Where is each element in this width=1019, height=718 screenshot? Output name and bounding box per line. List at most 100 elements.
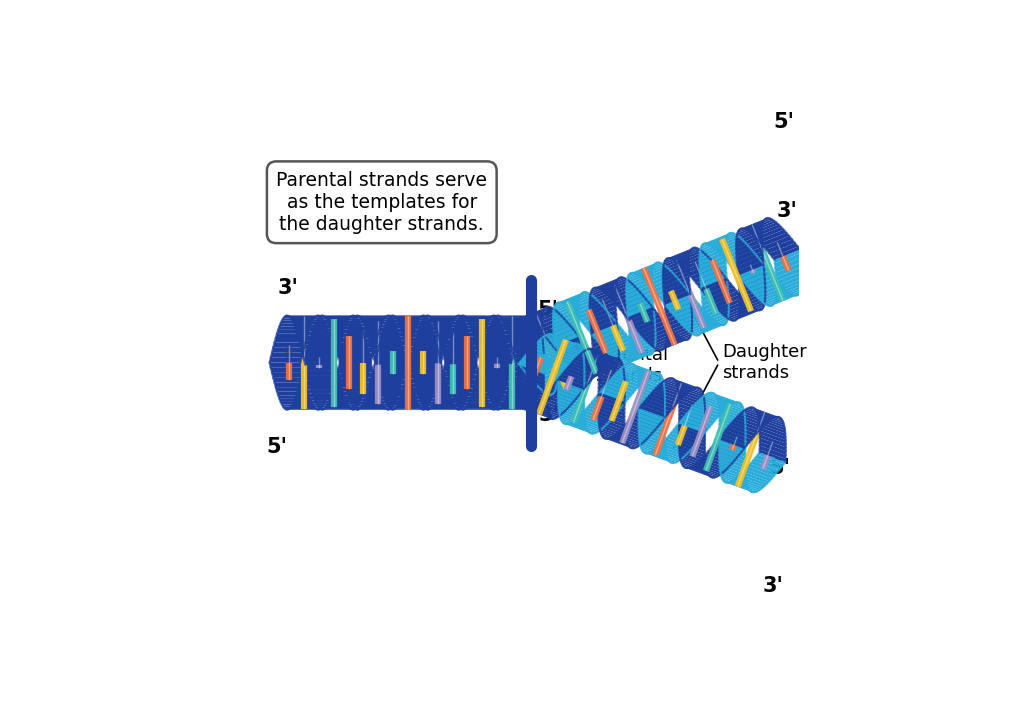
Polygon shape <box>505 327 538 331</box>
Polygon shape <box>508 335 540 339</box>
Polygon shape <box>662 268 688 282</box>
Polygon shape <box>638 405 664 419</box>
Polygon shape <box>611 376 640 387</box>
Polygon shape <box>424 316 457 317</box>
Polygon shape <box>626 284 651 299</box>
Polygon shape <box>337 368 369 373</box>
Polygon shape <box>526 409 553 419</box>
Polygon shape <box>739 413 767 424</box>
Polygon shape <box>569 423 596 433</box>
Polygon shape <box>728 309 755 320</box>
Polygon shape <box>679 396 704 409</box>
Polygon shape <box>406 347 438 352</box>
Polygon shape <box>444 359 476 364</box>
Text: Parental strands serve
as the templates for
the daughter strands.: Parental strands serve as the templates … <box>276 171 487 234</box>
Polygon shape <box>525 353 553 365</box>
Polygon shape <box>741 472 768 483</box>
Polygon shape <box>304 360 336 365</box>
Polygon shape <box>440 376 473 381</box>
Polygon shape <box>757 414 784 425</box>
Polygon shape <box>638 393 664 406</box>
Polygon shape <box>659 383 688 393</box>
Polygon shape <box>576 363 603 375</box>
Polygon shape <box>626 364 653 374</box>
Polygon shape <box>735 478 762 489</box>
Polygon shape <box>466 405 498 407</box>
Polygon shape <box>615 370 644 383</box>
Polygon shape <box>587 349 614 359</box>
Polygon shape <box>639 444 665 455</box>
Polygon shape <box>397 320 429 323</box>
Polygon shape <box>648 332 677 345</box>
Polygon shape <box>683 467 710 477</box>
Polygon shape <box>570 357 598 370</box>
Polygon shape <box>712 236 740 248</box>
Polygon shape <box>404 383 435 388</box>
Polygon shape <box>584 369 611 380</box>
Polygon shape <box>304 360 336 365</box>
Polygon shape <box>578 415 606 426</box>
Polygon shape <box>622 366 650 377</box>
Polygon shape <box>430 317 463 320</box>
Polygon shape <box>270 353 303 358</box>
Polygon shape <box>368 386 399 390</box>
Polygon shape <box>546 335 574 345</box>
Polygon shape <box>713 294 742 308</box>
Polygon shape <box>504 398 536 401</box>
Polygon shape <box>519 399 545 411</box>
Polygon shape <box>720 474 747 485</box>
Polygon shape <box>683 414 711 427</box>
Polygon shape <box>284 316 316 317</box>
Polygon shape <box>554 336 580 351</box>
Polygon shape <box>333 337 366 342</box>
Polygon shape <box>626 307 654 320</box>
Polygon shape <box>438 386 470 390</box>
Polygon shape <box>361 317 392 320</box>
Polygon shape <box>679 452 705 464</box>
Polygon shape <box>555 345 581 360</box>
Polygon shape <box>486 386 518 391</box>
Polygon shape <box>634 263 660 274</box>
Polygon shape <box>556 363 582 377</box>
Polygon shape <box>539 339 567 350</box>
Polygon shape <box>338 357 370 362</box>
Polygon shape <box>310 385 342 389</box>
Polygon shape <box>359 408 391 409</box>
Polygon shape <box>557 359 584 372</box>
Polygon shape <box>370 345 403 349</box>
Polygon shape <box>632 314 660 327</box>
Polygon shape <box>678 393 704 406</box>
Polygon shape <box>518 391 544 403</box>
Polygon shape <box>411 367 443 372</box>
Polygon shape <box>554 294 581 306</box>
Polygon shape <box>327 320 360 323</box>
Polygon shape <box>516 320 542 333</box>
Polygon shape <box>733 310 760 321</box>
Polygon shape <box>661 339 688 350</box>
Polygon shape <box>305 355 337 360</box>
Polygon shape <box>416 386 448 391</box>
Polygon shape <box>663 251 690 263</box>
Polygon shape <box>483 377 516 381</box>
Polygon shape <box>423 317 455 319</box>
Polygon shape <box>277 391 309 396</box>
Polygon shape <box>679 411 704 424</box>
Polygon shape <box>648 393 677 406</box>
Polygon shape <box>736 235 761 248</box>
Polygon shape <box>272 348 304 353</box>
Polygon shape <box>432 404 464 406</box>
Polygon shape <box>613 349 641 361</box>
Polygon shape <box>436 390 469 394</box>
Polygon shape <box>520 404 546 415</box>
Polygon shape <box>665 328 691 341</box>
Polygon shape <box>754 284 782 297</box>
Polygon shape <box>501 404 534 406</box>
Polygon shape <box>296 393 327 397</box>
Polygon shape <box>518 308 544 320</box>
Polygon shape <box>662 337 689 349</box>
Polygon shape <box>628 316 654 331</box>
Polygon shape <box>281 404 314 406</box>
Polygon shape <box>269 358 302 363</box>
Polygon shape <box>725 427 753 439</box>
Polygon shape <box>374 360 406 365</box>
